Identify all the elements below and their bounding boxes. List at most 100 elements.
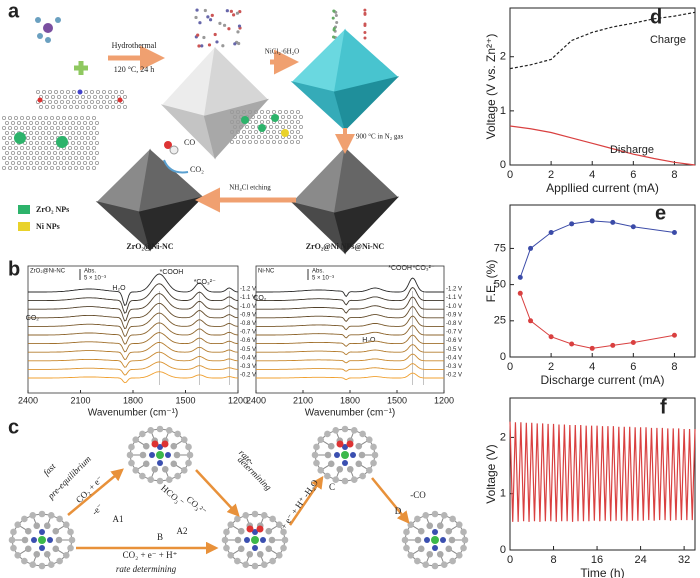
graphene-atom: [44, 155, 49, 160]
graphene-atom: [25, 135, 30, 140]
y-axis-label: Voltage (V): [484, 444, 498, 503]
nanoparticle: [14, 132, 26, 144]
legend-swatch: [18, 205, 30, 214]
peak-label: *COOH: [388, 265, 412, 272]
graphene-atom: [292, 125, 297, 130]
octahedron-face: [333, 196, 400, 254]
data-point: [528, 245, 534, 251]
series-label: Disharge: [610, 144, 654, 156]
mof-atom: [207, 43, 212, 47]
x-tick-label: 8: [550, 554, 556, 566]
data-point: [517, 274, 523, 280]
mof-atom: [200, 44, 204, 48]
carbon-atom: [156, 425, 164, 433]
x-tick-label: 1500: [387, 395, 407, 405]
carbon-atom: [324, 451, 332, 459]
graphene-atom: [235, 120, 240, 125]
x-tick-label: 2100: [70, 395, 90, 405]
mechanism-text: -e⁻: [90, 501, 106, 517]
graphene-atom: [48, 90, 53, 95]
mof-atom: [215, 40, 219, 44]
graphene-atom: [28, 121, 33, 126]
data-point: [671, 230, 677, 236]
carbon-atom: [355, 460, 363, 468]
mechanism-text: -CO: [410, 490, 426, 500]
mechanism-text: HCO₃⁻: [159, 483, 186, 508]
carbon-atom: [227, 521, 235, 529]
mof-atom: [331, 35, 335, 39]
sample-name: ZrO₂@Ni-NC: [30, 269, 66, 275]
graphene-atom: [262, 115, 267, 120]
carbon-atom: [165, 426, 173, 434]
spectrum-curve: [256, 372, 444, 381]
nickel-atom: [431, 536, 439, 544]
mof-atom: [233, 42, 237, 46]
nanoparticle: [258, 124, 266, 132]
carbon-atom: [455, 551, 463, 559]
step-text: 120 °C, 24 h: [114, 65, 155, 74]
potential-label: -0.5 V: [240, 347, 256, 353]
carbon-atom: [173, 451, 181, 459]
graphene-atom: [71, 140, 76, 145]
graphene-atom: [295, 139, 300, 144]
carbon-atom: [21, 536, 29, 544]
mof-atom: [210, 13, 214, 18]
graphene-atom: [38, 165, 43, 170]
panel-label: e: [655, 202, 666, 224]
carbon-atom: [43, 522, 51, 530]
potential-label: -1.2 V: [446, 287, 462, 293]
legend-text: Ni NPs: [36, 222, 60, 231]
graphene-atom: [259, 139, 264, 144]
graphene-atom: [62, 165, 67, 170]
nitrogen-atom: [149, 452, 155, 458]
graphene-atom: [105, 105, 110, 110]
carbon-atom: [365, 436, 373, 444]
spectrum-curve: [28, 322, 239, 345]
graphene-atom: [38, 116, 43, 121]
mof-atom: [363, 8, 367, 12]
carbon-atom: [165, 476, 173, 484]
carbon-atom: [414, 557, 421, 565]
graphene-atom: [277, 139, 282, 144]
data-point: [569, 341, 575, 347]
carbon-atom: [440, 561, 448, 569]
mechanism-text: rate determining: [116, 564, 177, 574]
graphene-atom: [298, 115, 303, 120]
potential-label: -0.2 V: [240, 373, 256, 379]
carbon-atom: [260, 511, 268, 519]
graphene-atom: [2, 116, 7, 121]
carbon-atom: [55, 536, 63, 544]
graphene-atom: [289, 139, 294, 144]
graphene-atom: [69, 105, 74, 110]
graphene-atom: [268, 125, 273, 130]
potential-label: -0.7 V: [446, 330, 462, 336]
carbon-atom: [242, 511, 250, 519]
graphene-atom: [35, 160, 40, 165]
carbon-atom: [47, 511, 55, 519]
carbon-atom: [251, 510, 259, 518]
graphene-atom: [48, 100, 53, 105]
graphene-atom: [53, 160, 58, 165]
graphene-atom: [54, 100, 59, 105]
graphene-atom: [50, 155, 55, 160]
mof-atom: [235, 11, 240, 15]
graphene-atom: [5, 140, 10, 145]
peak-label: *CO₃²⁻: [194, 279, 216, 286]
graphene-atom: [250, 125, 255, 130]
graphene-atom: [89, 160, 94, 165]
nanoparticle: [56, 136, 68, 148]
graphene-atom: [93, 95, 98, 100]
carbon-atom: [417, 545, 425, 553]
graphene-atom: [277, 120, 282, 125]
sample-name: Ni-NC: [258, 269, 275, 275]
graphene-atom: [86, 155, 91, 160]
spectrum-curve: [256, 315, 444, 331]
graphene-atom: [72, 90, 77, 95]
scale-text: Abs.: [312, 269, 324, 275]
potential-label: -0.5 V: [446, 347, 462, 353]
graphene-atom: [50, 135, 55, 140]
carbon-atom: [445, 527, 453, 535]
plot-frame: [509, 397, 696, 551]
peak-label: *COOH: [160, 269, 184, 276]
